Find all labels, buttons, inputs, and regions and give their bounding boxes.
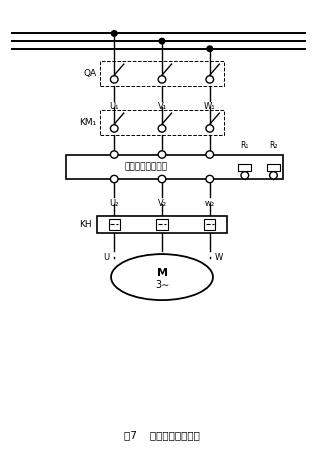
Text: U₁: U₁ xyxy=(110,103,119,112)
Bar xyxy=(100,61,224,86)
Bar xyxy=(66,154,283,179)
Ellipse shape xyxy=(111,254,213,300)
Circle shape xyxy=(270,171,277,179)
Circle shape xyxy=(241,171,249,179)
Circle shape xyxy=(110,76,118,83)
Text: 电动机软启动装置: 电动机软启动装置 xyxy=(124,162,168,171)
Bar xyxy=(97,216,227,233)
Bar xyxy=(100,110,224,135)
Text: KM₁: KM₁ xyxy=(79,118,97,127)
Circle shape xyxy=(206,151,214,158)
Circle shape xyxy=(158,76,166,83)
Circle shape xyxy=(110,176,118,183)
Circle shape xyxy=(158,125,166,132)
Circle shape xyxy=(206,125,214,132)
Circle shape xyxy=(206,176,214,183)
Text: W₁: W₁ xyxy=(204,103,215,112)
Text: R₂: R₂ xyxy=(269,141,278,150)
Text: 3∼: 3∼ xyxy=(155,280,169,290)
Text: M: M xyxy=(156,269,168,279)
Circle shape xyxy=(111,31,117,36)
Circle shape xyxy=(207,46,213,51)
Bar xyxy=(267,164,280,171)
Bar xyxy=(238,164,251,171)
Circle shape xyxy=(110,125,118,132)
Text: V₁: V₁ xyxy=(157,103,167,112)
Circle shape xyxy=(206,76,214,83)
Text: U₂: U₂ xyxy=(110,199,119,208)
Text: V: V xyxy=(159,252,165,261)
Circle shape xyxy=(159,38,165,44)
Text: U: U xyxy=(103,252,110,261)
Text: w₂: w₂ xyxy=(205,199,215,208)
Bar xyxy=(204,219,215,230)
Circle shape xyxy=(110,151,118,158)
Bar xyxy=(109,219,120,230)
Text: R₁: R₁ xyxy=(241,141,249,150)
Bar xyxy=(156,219,168,230)
Text: 图7    不带旁路的一次图: 图7 不带旁路的一次图 xyxy=(124,430,200,440)
Text: W: W xyxy=(214,252,223,261)
Circle shape xyxy=(158,176,166,183)
Text: V₂: V₂ xyxy=(157,199,167,208)
Text: KH: KH xyxy=(79,220,92,229)
Text: QA: QA xyxy=(84,69,97,78)
Circle shape xyxy=(158,151,166,158)
